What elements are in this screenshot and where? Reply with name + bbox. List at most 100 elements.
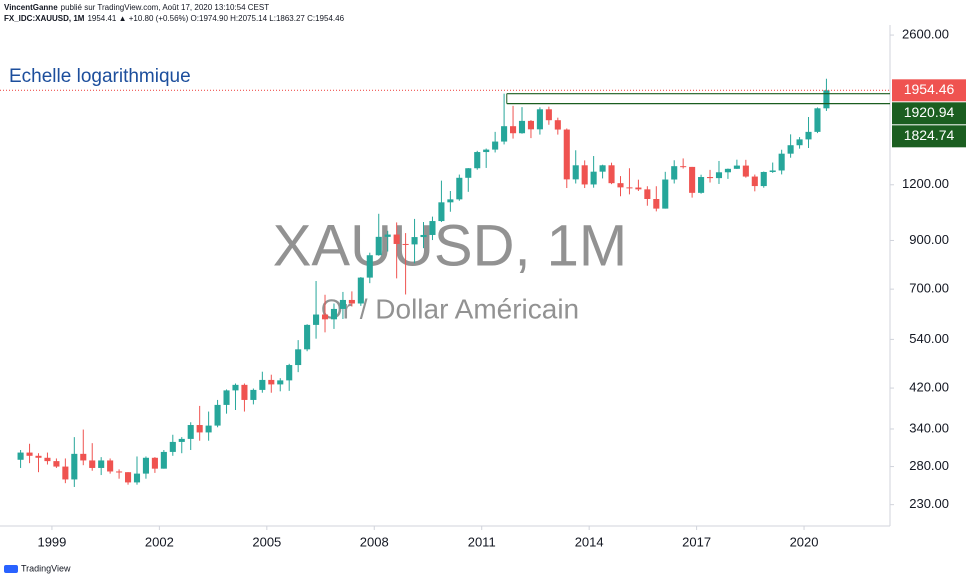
candle-body	[778, 153, 785, 171]
candle-body	[563, 129, 570, 180]
price-tag-label: 1920.94	[904, 104, 955, 120]
candle-body	[339, 299, 346, 309]
header: FX_IDC:XAUUSD, 1M 1954.41 ▲ +10.80 (+0.56…	[4, 14, 345, 23]
candle-body	[223, 390, 230, 405]
candle-body	[635, 187, 642, 190]
candle-body	[384, 234, 391, 237]
candle-body	[169, 441, 176, 452]
candle-body	[823, 90, 830, 109]
x-tick-label: 2020	[790, 534, 819, 549]
candle-body	[44, 457, 51, 462]
candle-body	[313, 314, 320, 325]
y-tick-label: 1200.00	[902, 176, 949, 191]
y-tick-label: 700.00	[909, 281, 949, 296]
candle-body	[447, 199, 454, 203]
watermark-description: Or / Dollar Américain	[321, 293, 579, 324]
candle-body	[465, 168, 472, 178]
x-tick-label: 2008	[360, 534, 389, 549]
candle-body	[196, 425, 203, 433]
candle-body	[330, 308, 338, 320]
candle-body	[769, 170, 776, 172]
candle-body	[420, 234, 427, 238]
candle-body	[133, 473, 141, 483]
candle-body	[787, 145, 794, 154]
footer: TradingView	[21, 563, 71, 573]
candle-body	[805, 131, 812, 140]
symbol: FX_IDC:XAUUSD, 1M	[4, 14, 85, 23]
y-tick-label: 540.00	[909, 331, 949, 346]
candle-body	[62, 466, 69, 480]
y-tick-label: 280.00	[909, 458, 949, 473]
candle-body	[250, 389, 257, 400]
price-tag-label: 1954.46	[904, 81, 955, 97]
candle-body	[178, 438, 185, 442]
candle-body	[411, 237, 418, 245]
candle-body	[474, 152, 481, 169]
candle-body	[214, 404, 221, 426]
candle-body	[617, 183, 624, 188]
candle-body	[492, 141, 499, 150]
candle-body	[259, 379, 266, 390]
plot	[0, 78, 890, 487]
candle-body	[438, 202, 445, 222]
candle-body	[241, 384, 248, 400]
candle-body	[742, 165, 749, 177]
candle-body	[653, 198, 660, 209]
candle-body	[724, 168, 731, 173]
y-tick-label: 340.00	[909, 420, 949, 435]
price-tag	[892, 79, 966, 102]
watermark: XAUUSD, 1M Or / Dollar Américain	[273, 213, 628, 324]
candle-body	[545, 109, 552, 121]
candle-body	[205, 425, 212, 433]
logo-icon	[4, 565, 18, 573]
quote: 1954.41 ▲ +10.80 (+0.56%) O:1974.90 H:20…	[87, 14, 344, 23]
candle-body	[733, 165, 740, 169]
x-tick-label: 2014	[575, 534, 604, 549]
header: VincentGanne publié sur TradingView.com, …	[4, 3, 269, 12]
candle-body	[375, 236, 382, 256]
candle-body	[232, 384, 239, 391]
x-tick-label: 1999	[37, 534, 66, 549]
x-tick-label: 2011	[468, 534, 496, 549]
candle-body	[689, 166, 696, 193]
candle-body	[160, 451, 167, 469]
candle-body	[53, 461, 60, 467]
candle-body	[17, 452, 24, 460]
candle-body	[26, 452, 33, 456]
candle-body	[393, 234, 400, 244]
candle-body	[286, 365, 293, 381]
candle-body	[151, 457, 158, 469]
candle-body	[124, 472, 132, 483]
candle-body	[142, 457, 149, 474]
candle-body	[590, 171, 597, 185]
x-tick-label: 2017	[682, 534, 711, 549]
candle-body	[510, 126, 517, 134]
candle-body	[295, 349, 302, 366]
y-tick-label: 2600.00	[902, 26, 949, 41]
watermark-symbol: XAUUSD, 1M	[273, 213, 628, 278]
candle-body	[680, 166, 687, 168]
candle-body	[644, 189, 651, 199]
y-tick-label: 900.00	[909, 232, 949, 247]
candle-body	[501, 126, 508, 142]
candle-body	[429, 221, 436, 235]
candle-body	[357, 277, 364, 304]
candle-body	[268, 379, 275, 385]
candle-body	[814, 108, 821, 132]
price-tag	[892, 125, 966, 148]
candle-body	[98, 460, 105, 468]
price-tag-label: 1824.74	[904, 127, 955, 143]
candle-body	[671, 166, 678, 180]
author: VincentGanne	[4, 3, 58, 12]
candle-body	[366, 255, 373, 278]
candle-body	[518, 120, 526, 134]
candle-body	[304, 324, 311, 350]
candle-body	[536, 109, 543, 130]
y-tick-label: 420.00	[909, 379, 949, 394]
candle-body	[116, 471, 123, 473]
candle-body	[35, 455, 42, 458]
candle-body	[581, 165, 588, 185]
x-tick-label: 2002	[145, 534, 174, 549]
candle-body	[277, 380, 284, 385]
